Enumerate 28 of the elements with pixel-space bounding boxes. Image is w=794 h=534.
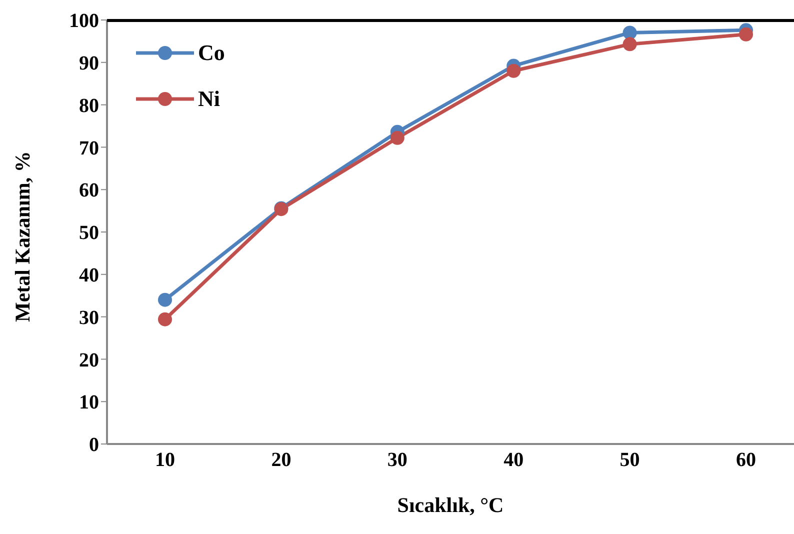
- y-tick-label: 20: [79, 349, 99, 372]
- point: [739, 27, 753, 42]
- point: [506, 64, 521, 78]
- point: [158, 292, 172, 307]
- x-tick-label: 40: [504, 449, 524, 472]
- point: [622, 37, 637, 52]
- point: [622, 26, 637, 40]
- legend-label: Ni: [198, 86, 220, 112]
- y-tick-label: 80: [79, 94, 99, 117]
- y-tick-label: 100: [69, 10, 99, 32]
- x-tick-label: 50: [620, 449, 640, 472]
- y-tick-label: 90: [79, 52, 99, 74]
- legend-label: Co: [198, 40, 225, 66]
- y-tick-label: 30: [79, 306, 99, 329]
- x-tick-label: 60: [736, 449, 756, 472]
- x-tick-label: 20: [271, 449, 292, 472]
- point: [390, 130, 404, 145]
- y-tick-label: 50: [79, 222, 99, 244]
- y-tick-label: 60: [79, 180, 99, 202]
- y-tick-label: 70: [79, 137, 99, 160]
- y-tick-label: 0: [89, 434, 99, 456]
- x-axis-title: Sıcaklık, °C: [397, 493, 504, 517]
- y-axis-title: Metal Kazanım, %: [10, 151, 34, 322]
- x-tick-label: 30: [387, 449, 408, 472]
- y-tick-label: 40: [79, 264, 99, 286]
- point: [158, 312, 172, 326]
- x-tick-label: 10: [155, 449, 175, 472]
- y-tick-label: 10: [79, 392, 99, 414]
